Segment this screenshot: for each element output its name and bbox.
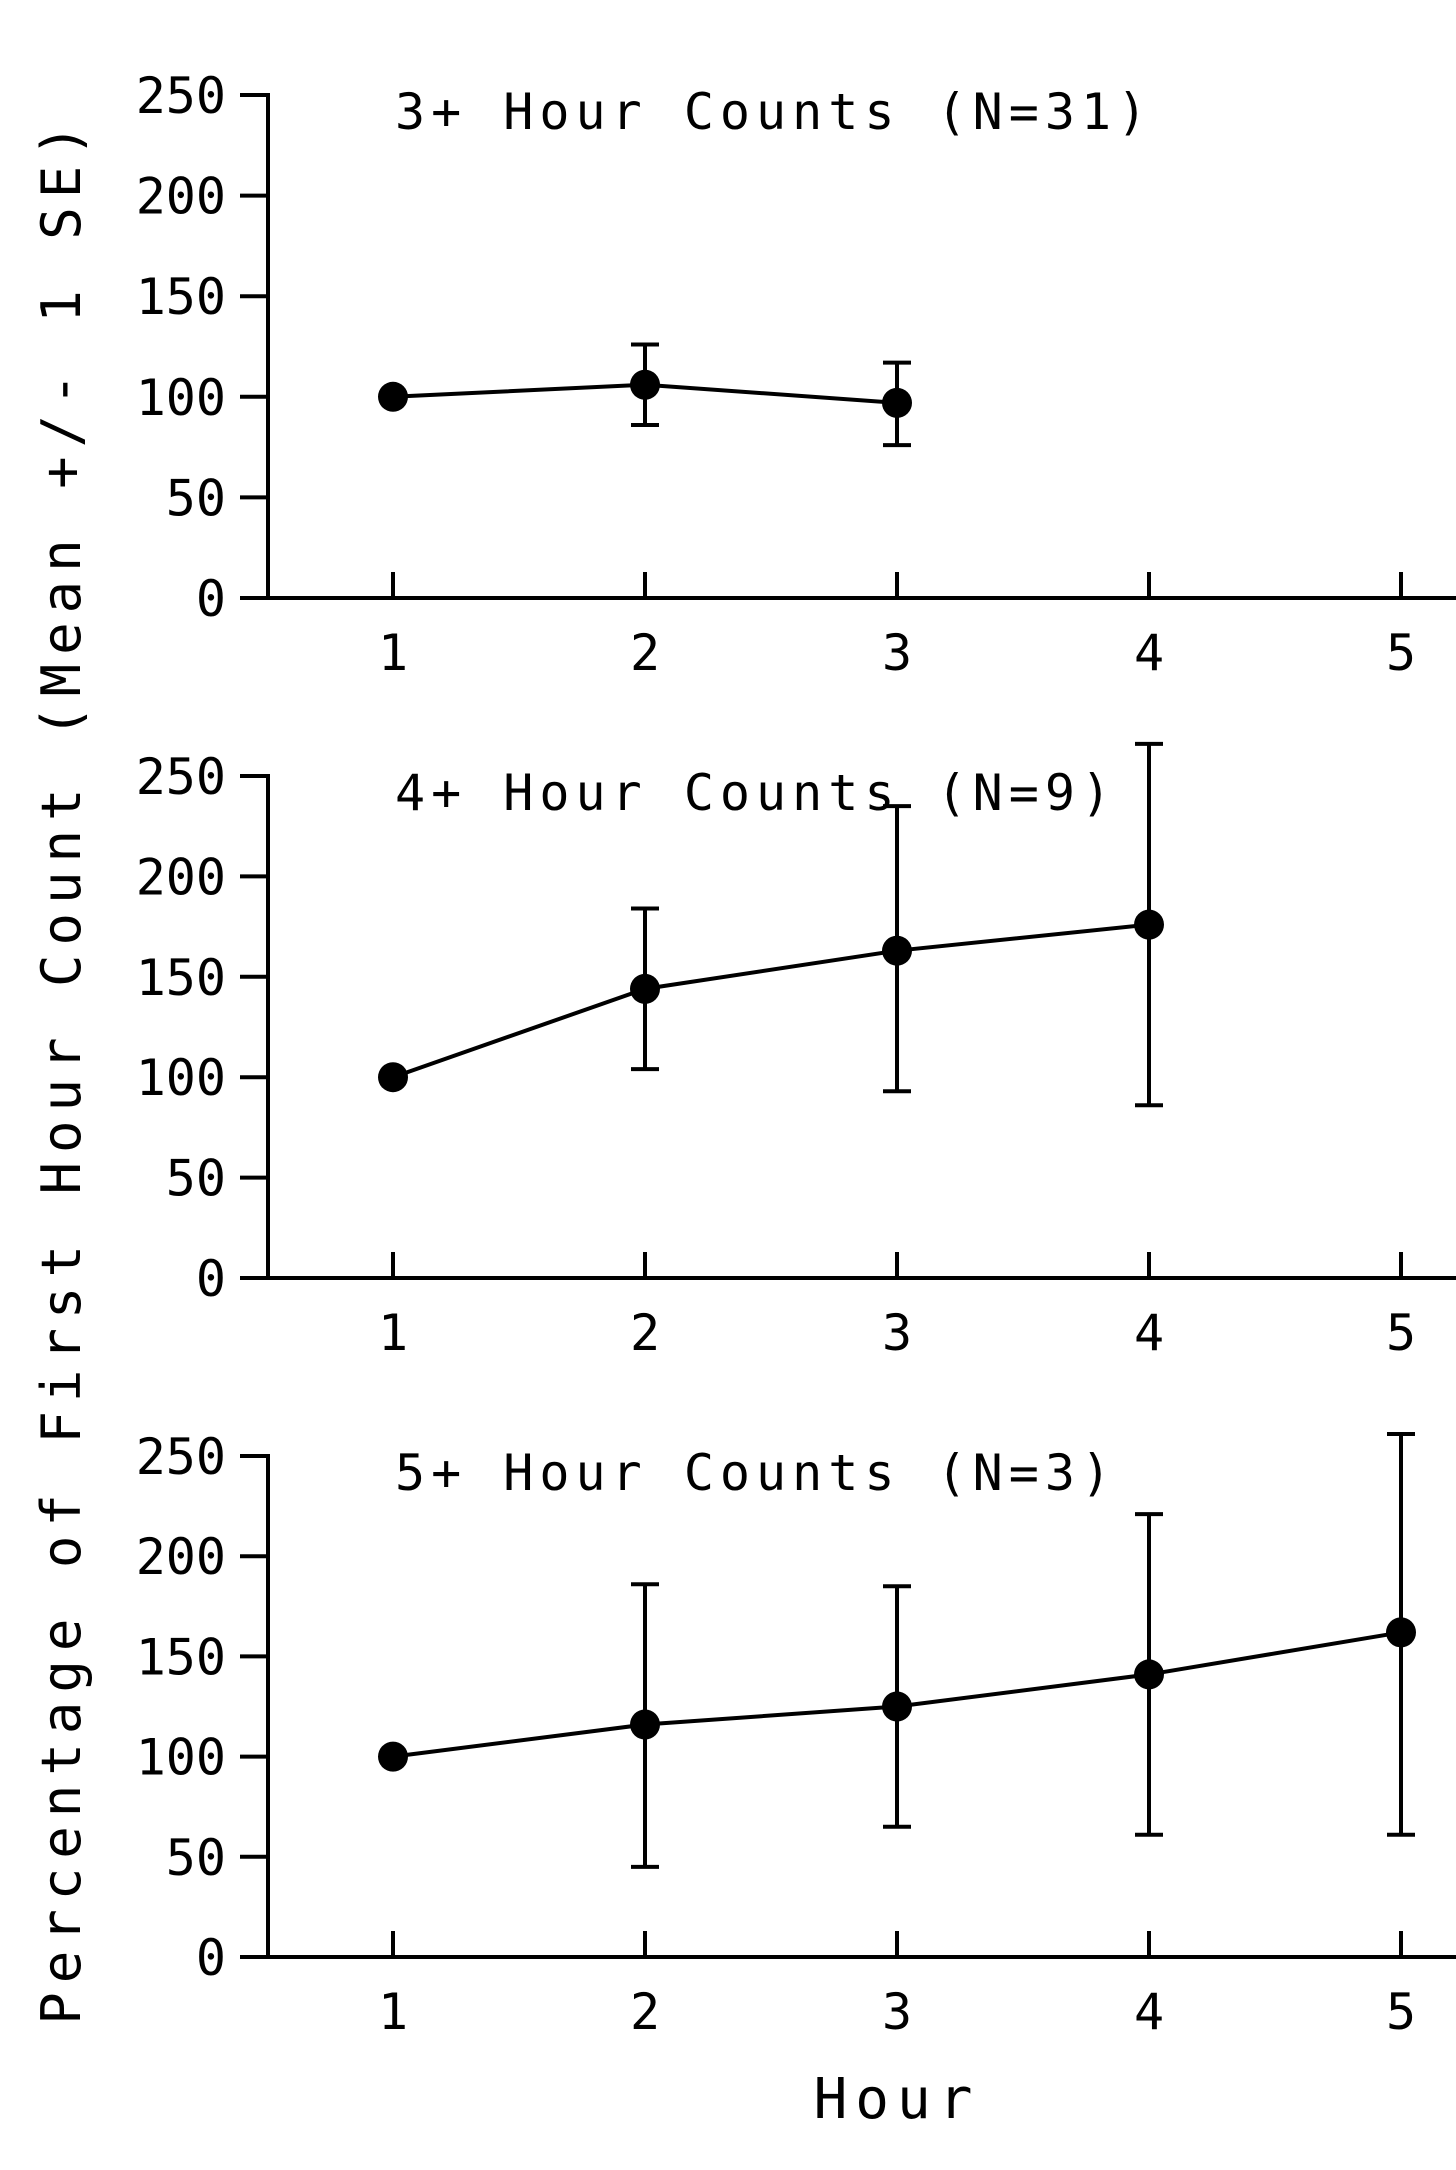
y-tick-label: 200 [136, 168, 226, 226]
panel-3: 0 50 100 150 200 250 1 2 3 4 5 5+ Hour Counts (N=3) [136, 1428, 1456, 2041]
panel-title: 3+ Hour Counts (N=31) [395, 83, 1153, 141]
series-line [392, 922, 1150, 1080]
data-point [882, 1691, 912, 1722]
data-point [1134, 909, 1164, 940]
y-tick-label: 100 [136, 1049, 226, 1107]
x-tick-label: 4 [1134, 1983, 1164, 2041]
data-point [378, 1741, 408, 1772]
x-tick-label: 2 [630, 1983, 660, 2041]
x-tick-label: 3 [882, 1304, 912, 1362]
y-tick-label: 0 [196, 570, 226, 628]
y-tick-label: 250 [136, 67, 226, 125]
panel-title: 5+ Hour Counts (N=3) [395, 1444, 1117, 1502]
y-tick-label: 250 [136, 748, 226, 806]
y-tick-label: 0 [196, 1250, 226, 1308]
y-axis-label: Percentage of First Hour Count (Mean +/-… [30, 115, 93, 2025]
data-point [882, 935, 912, 966]
panel-1: 0 50 100 150 200 250 1 2 3 4 5 3+ Hour Counts (N=31… [136, 67, 1456, 682]
x-tick-label: 2 [630, 624, 660, 682]
panel-2: 0 50 100 150 200 250 1 2 3 4 5 4+ Hour Counts (N=9) [136, 741, 1456, 1362]
y-tick-label: 200 [136, 848, 226, 906]
data-point [882, 387, 912, 418]
y-tick-label: 50 [166, 1829, 226, 1887]
y-tick-label: 150 [136, 949, 226, 1007]
x-tick-label: 3 [882, 1983, 912, 2041]
x-tick-label: 1 [378, 624, 408, 682]
data-point [630, 973, 660, 1004]
y-tick-label: 250 [136, 1428, 226, 1486]
x-tick-label: 3 [882, 624, 912, 682]
x-tick-label: 4 [1134, 624, 1164, 682]
x-tick-label: 1 [378, 1983, 408, 2041]
x-tick-label: 4 [1134, 1304, 1164, 1362]
y-tick-label: 150 [136, 268, 226, 326]
y-tick-label: 150 [136, 1628, 226, 1686]
panel-title: 4+ Hour Counts (N=9) [395, 764, 1117, 822]
y-tick-label: 100 [136, 369, 226, 427]
x-tick-label: 5 [1386, 1983, 1416, 2041]
data-point [1386, 1617, 1416, 1648]
data-point [378, 381, 408, 412]
y-tick-label: 100 [136, 1729, 226, 1787]
x-tick-label: 5 [1386, 624, 1416, 682]
x-tick-label: 2 [630, 1304, 660, 1362]
data-point [378, 1062, 408, 1093]
x-tick-label: 5 [1386, 1304, 1416, 1362]
data-point [630, 369, 660, 400]
data-point [630, 1709, 660, 1740]
y-tick-label: 200 [136, 1528, 226, 1586]
y-tick-label: 50 [166, 1150, 226, 1208]
y-tick-label: 50 [166, 469, 226, 527]
x-tick-label: 1 [378, 1304, 408, 1362]
data-point [1134, 1659, 1164, 1690]
x-axis-label: Hour [814, 2067, 981, 2132]
y-tick-label: 0 [196, 1929, 226, 1987]
